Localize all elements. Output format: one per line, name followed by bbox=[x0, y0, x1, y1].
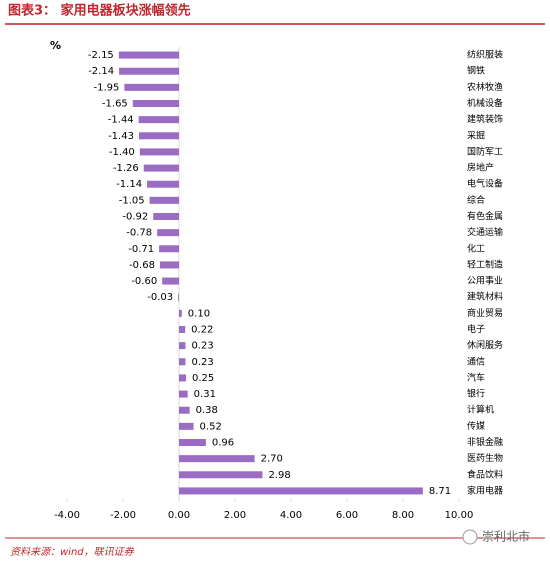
x-tick-label: 2.00 bbox=[224, 510, 246, 521]
category-label: 电子 bbox=[467, 323, 485, 335]
category-label: 轻工制造 bbox=[467, 258, 503, 270]
chart-title: 图表3： 家用电器板块涨幅领先 bbox=[8, 3, 191, 19]
value-label: -2.14 bbox=[88, 66, 114, 77]
value-label: -1.65 bbox=[102, 99, 128, 110]
bar bbox=[147, 180, 179, 188]
value-label: 0.22 bbox=[191, 325, 213, 336]
value-label: 2.98 bbox=[268, 470, 290, 481]
category-label: 化工 bbox=[467, 242, 485, 254]
bar bbox=[179, 471, 263, 479]
value-label: -0.60 bbox=[131, 276, 157, 287]
category-label: 建筑材料 bbox=[467, 291, 503, 303]
wechat-icon bbox=[462, 529, 478, 545]
watermark: 崇利北市 bbox=[482, 529, 530, 544]
value-label: -0.03 bbox=[147, 292, 173, 303]
value-label: -1.43 bbox=[108, 131, 134, 142]
category-label: 计算机 bbox=[467, 404, 494, 416]
bar bbox=[179, 439, 206, 446]
bar bbox=[179, 326, 186, 333]
value-label: 0.23 bbox=[191, 357, 213, 368]
value-label: 8.71 bbox=[429, 486, 451, 497]
bar bbox=[138, 132, 179, 140]
category-label: 公用事业 bbox=[467, 275, 503, 287]
bar bbox=[162, 277, 179, 285]
value-label: 0.25 bbox=[192, 373, 214, 384]
x-tick-label: 0.00 bbox=[168, 510, 190, 521]
bar bbox=[159, 245, 179, 253]
category-label: 钢铁 bbox=[467, 65, 485, 77]
bar bbox=[179, 374, 186, 382]
x-tick-label: 4.00 bbox=[280, 510, 302, 521]
x-tick-label: 10.00 bbox=[445, 510, 474, 521]
bar bbox=[124, 83, 179, 91]
category-label: 医药生物 bbox=[467, 452, 503, 464]
bar bbox=[179, 358, 186, 366]
category-label: 汽车 bbox=[467, 371, 485, 383]
category-label: 国防军工 bbox=[467, 145, 503, 157]
category-label: 商业贸易 bbox=[467, 307, 503, 319]
category-label: 纺织服装 bbox=[467, 49, 503, 61]
category-label: 建筑装饰 bbox=[467, 113, 503, 125]
bar bbox=[179, 487, 423, 495]
x-tick-label: 8.00 bbox=[392, 510, 414, 521]
bar bbox=[179, 342, 186, 350]
value-label: 0.23 bbox=[191, 341, 213, 352]
value-label: -1.40 bbox=[109, 147, 135, 158]
value-label: -1.05 bbox=[119, 195, 145, 206]
value-label: -0.68 bbox=[129, 260, 155, 271]
x-tick-label: 6.00 bbox=[336, 510, 358, 521]
category-label: 农林牧渔 bbox=[467, 81, 503, 93]
value-label: -1.14 bbox=[116, 179, 142, 190]
value-label: -2.15 bbox=[88, 50, 114, 61]
category-label: 休闲服务 bbox=[467, 339, 503, 351]
category-label: 传媒 bbox=[467, 420, 485, 432]
value-label: 0.38 bbox=[196, 405, 218, 416]
value-label: 2.70 bbox=[261, 454, 283, 465]
category-label: 家用电器 bbox=[467, 484, 503, 496]
value-label: 0.96 bbox=[212, 438, 234, 449]
category-label: 食品饮料 bbox=[467, 468, 503, 480]
category-label: 非银金融 bbox=[467, 436, 503, 448]
bar bbox=[179, 390, 188, 398]
bar bbox=[119, 67, 179, 75]
category-label: 通信 bbox=[467, 355, 485, 367]
value-label: -0.92 bbox=[122, 212, 148, 223]
value-label: 0.52 bbox=[200, 421, 222, 432]
x-tick-label: -2.00 bbox=[110, 510, 136, 521]
bar bbox=[159, 261, 179, 269]
category-label: 有色金属 bbox=[467, 210, 503, 222]
bar bbox=[149, 196, 179, 204]
category-label: 机械设备 bbox=[467, 97, 503, 109]
bar bbox=[143, 164, 179, 172]
bar bbox=[118, 51, 179, 59]
value-label: -1.44 bbox=[108, 115, 134, 126]
x-tick-label: -4.00 bbox=[54, 510, 80, 521]
value-label: -1.26 bbox=[113, 163, 139, 174]
bar bbox=[179, 309, 182, 317]
bar bbox=[153, 213, 179, 220]
value-label: 0.10 bbox=[188, 308, 210, 319]
value-label: -1.95 bbox=[94, 82, 120, 93]
bar bbox=[132, 100, 179, 107]
category-label: 电气设备 bbox=[467, 178, 503, 190]
category-label: 采掘 bbox=[467, 129, 485, 141]
bar bbox=[157, 229, 179, 237]
category-label: 交通运输 bbox=[467, 226, 503, 238]
value-label: -0.78 bbox=[126, 228, 152, 239]
category-label: 银行 bbox=[467, 388, 485, 400]
bar bbox=[178, 293, 179, 301]
bar bbox=[179, 422, 194, 430]
bar bbox=[179, 406, 190, 414]
value-label: 0.31 bbox=[194, 389, 216, 400]
bar bbox=[138, 116, 179, 124]
source: 资料来源：wind，联讯证券 bbox=[10, 546, 135, 558]
category-label: 房地产 bbox=[467, 162, 494, 174]
bar bbox=[139, 148, 179, 156]
unit-label: % bbox=[50, 39, 61, 52]
bar bbox=[179, 455, 255, 463]
value-label: -0.71 bbox=[128, 244, 154, 255]
category-label: 综合 bbox=[467, 194, 485, 206]
